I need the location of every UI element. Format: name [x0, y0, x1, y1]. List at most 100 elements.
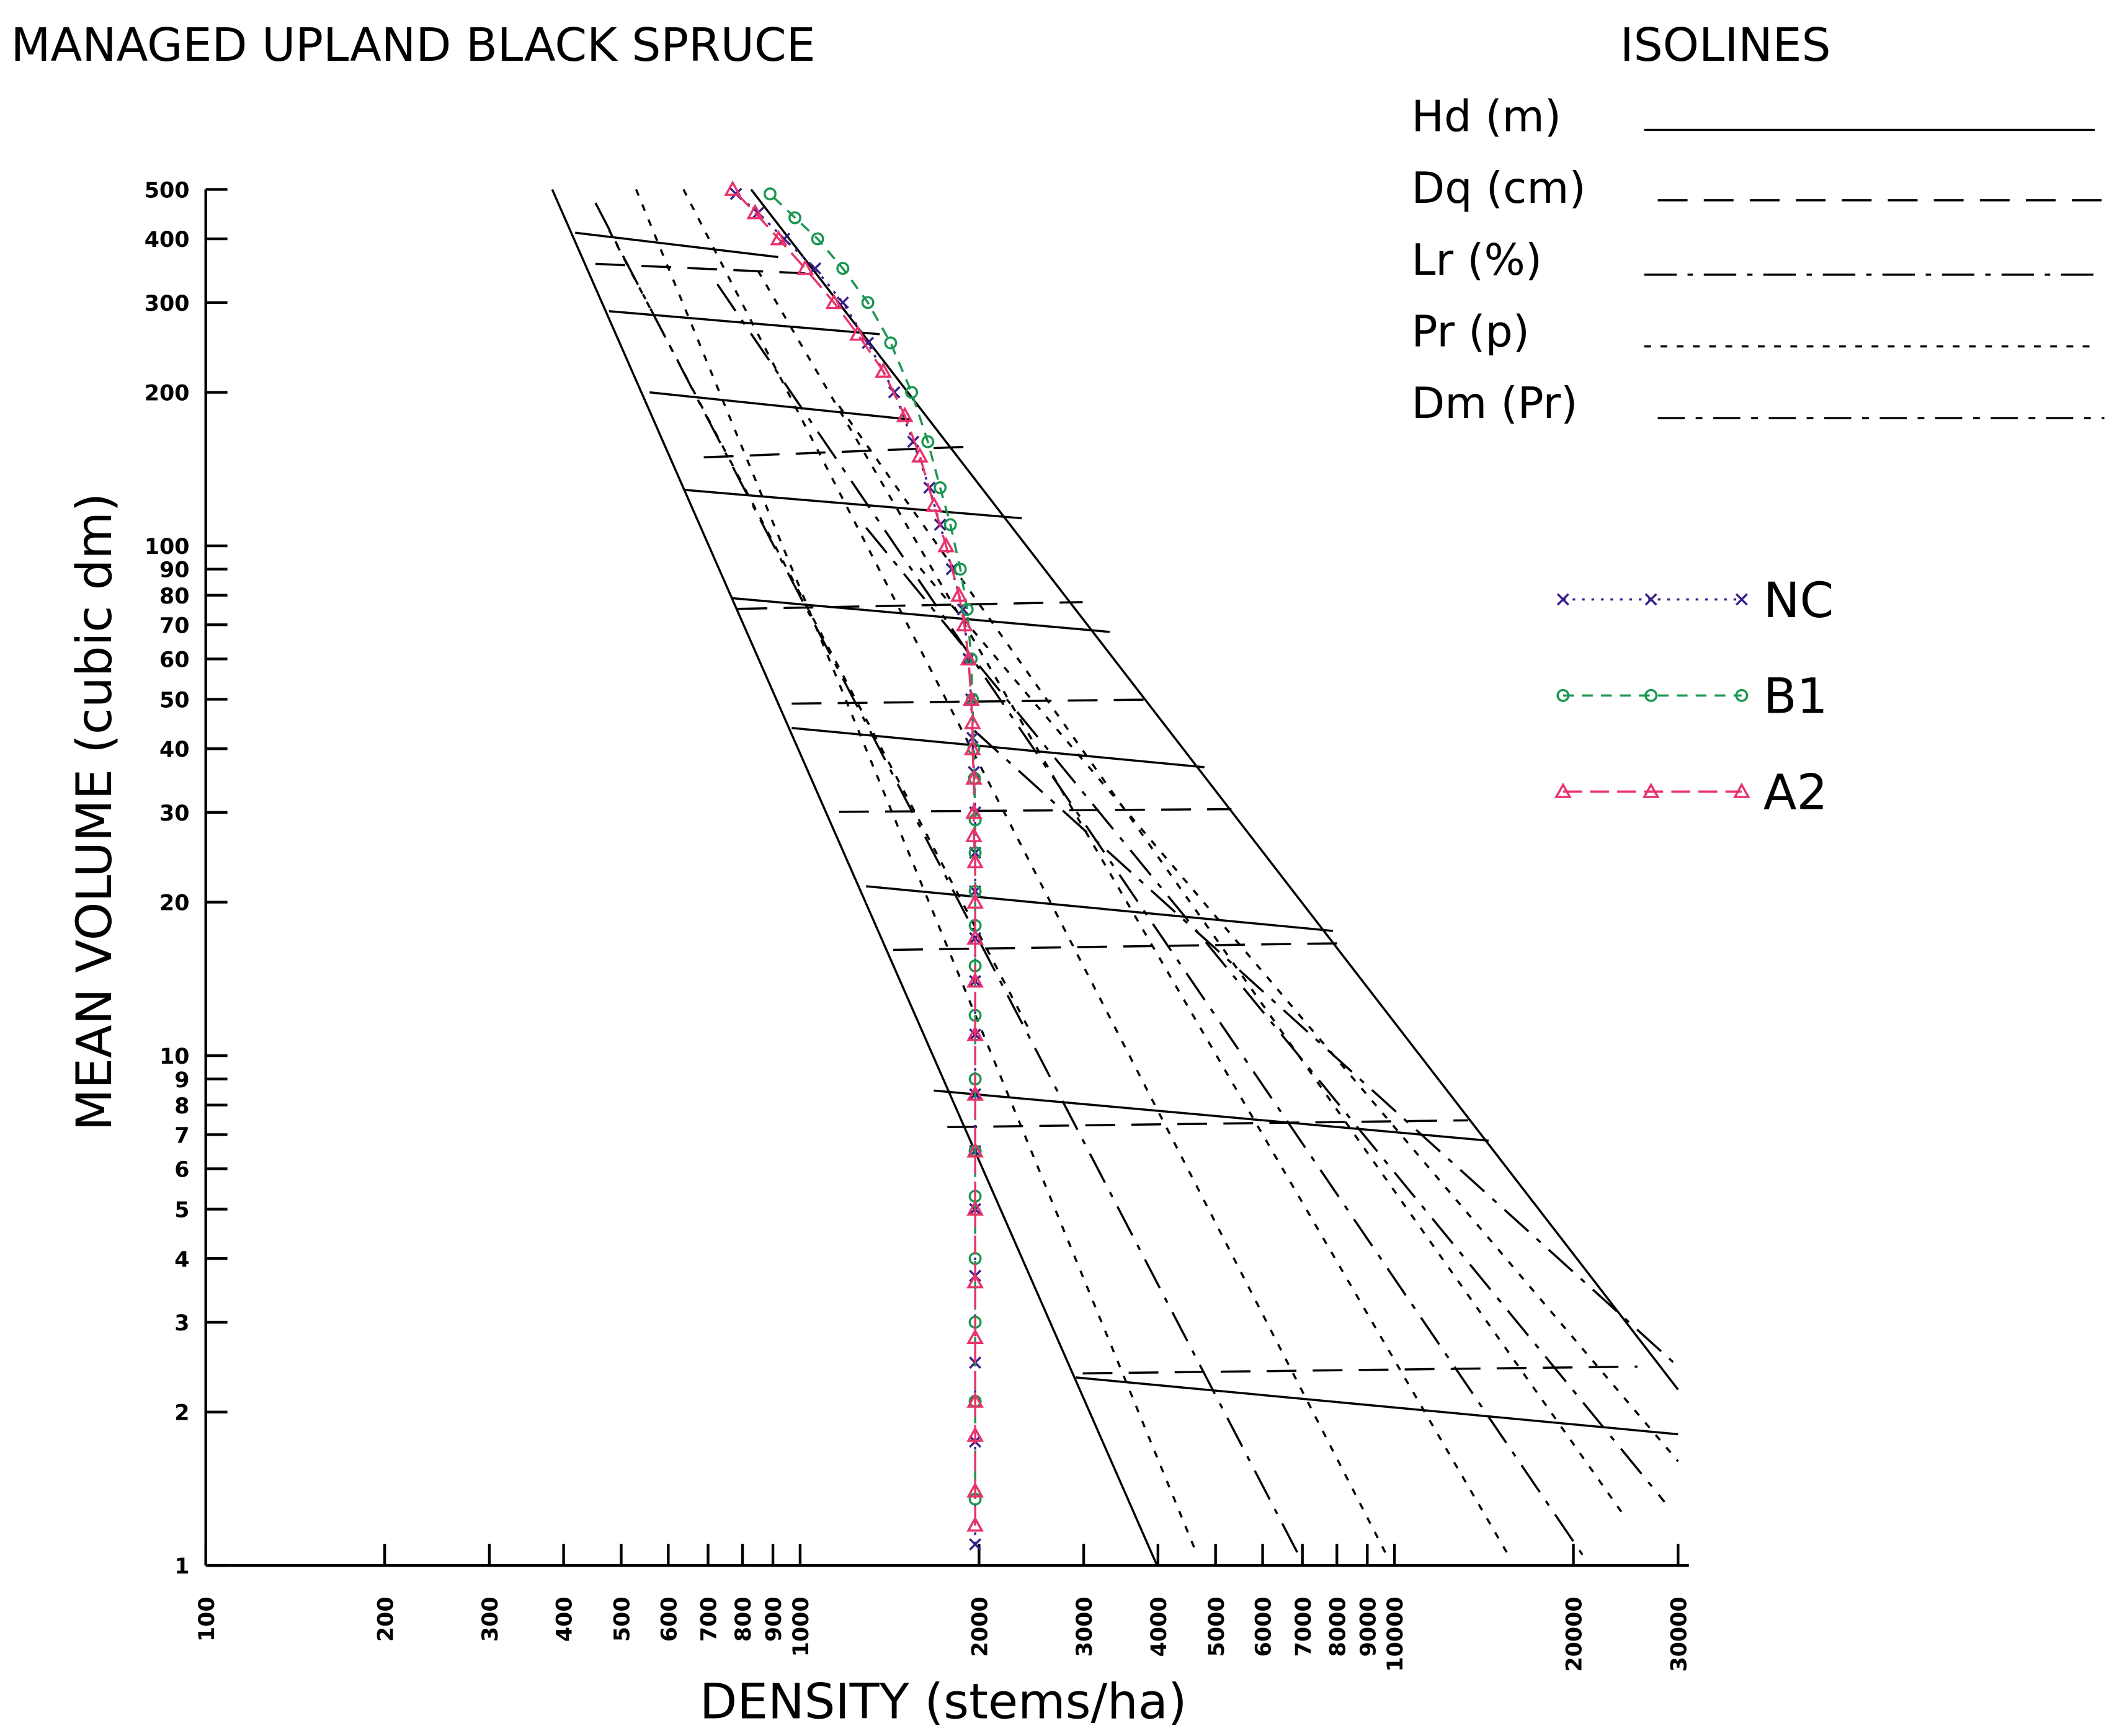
isolines — [551, 189, 1679, 1566]
data-point — [861, 296, 875, 309]
y-tick-label: 500 — [145, 179, 190, 203]
series — [729, 187, 982, 1551]
legend-marker — [1735, 688, 1749, 702]
series — [724, 180, 984, 1532]
hd-isoline — [791, 726, 1205, 768]
data-point — [966, 929, 984, 945]
data-point — [966, 1392, 984, 1408]
data-point — [811, 232, 824, 246]
hd-isoline — [649, 391, 910, 421]
data-point — [966, 1273, 984, 1289]
x-axis-label: DENSITY (stems/ha) — [700, 1673, 1187, 1730]
x-tick-label: 600 — [657, 1596, 682, 1642]
data-point — [966, 1516, 984, 1532]
data-point — [966, 1025, 984, 1041]
y-tick-label: 70 — [159, 613, 190, 638]
x-tick-label: 700 — [697, 1596, 722, 1642]
data-point — [796, 259, 814, 275]
x-tick-label: 300 — [478, 1596, 503, 1642]
lr-isolines — [594, 202, 1679, 1557]
data-point — [966, 972, 984, 988]
isoline-label: Hd (m) — [1412, 92, 1561, 142]
x-tick-label: 10000 — [1383, 1596, 1408, 1671]
data-point — [875, 362, 892, 378]
y-tick-label: 7 — [174, 1123, 189, 1148]
y-tick-label: 20 — [159, 891, 190, 916]
hd-isoline — [934, 1089, 1489, 1142]
hd-isoline — [683, 489, 1022, 520]
legend-marker — [1732, 782, 1750, 798]
x-tick-label: 4000 — [1147, 1596, 1172, 1657]
series-line — [769, 193, 976, 1500]
boundary-line — [551, 189, 1158, 1566]
data-point — [953, 563, 967, 576]
data-point — [943, 518, 957, 532]
legend-label: A2 — [1763, 764, 1828, 821]
x-tick-label: 3000 — [1072, 1596, 1097, 1657]
legend-marker — [1556, 688, 1570, 702]
data-point — [965, 769, 983, 785]
data-point — [968, 813, 982, 827]
data-point — [905, 386, 919, 399]
data-point — [724, 180, 742, 196]
x-tick-label: 200 — [373, 1596, 398, 1642]
data-point — [788, 211, 801, 225]
dq-isolines — [595, 262, 1638, 1375]
data-point — [925, 496, 943, 512]
pr-isoline — [635, 189, 1199, 1557]
dq-isoline — [893, 941, 1353, 951]
data-point — [965, 803, 983, 819]
y-tick-label: 5 — [174, 1198, 189, 1223]
lr-isoline — [716, 283, 1585, 1557]
x-tick-label: 800 — [731, 1596, 756, 1642]
x-tick-label: 7000 — [1291, 1596, 1316, 1657]
data-point — [746, 203, 764, 220]
y-tick-label: 300 — [145, 292, 190, 316]
isoline-label: Dm (Pr) — [1412, 378, 1578, 429]
y-tick-label: 50 — [159, 688, 190, 713]
data-point — [963, 713, 981, 729]
y-tick-label: 3 — [174, 1311, 189, 1336]
isolines-title: ISOLINES — [1620, 19, 1831, 72]
legend-label: NC — [1763, 572, 1834, 629]
data-point — [921, 435, 935, 448]
y-tick-label: 6 — [174, 1158, 189, 1183]
hd-isoline — [731, 597, 1110, 633]
data-point — [884, 336, 898, 350]
dq-isoline — [947, 1119, 1469, 1129]
dq-isoline — [839, 808, 1232, 813]
y-tick-label: 2 — [174, 1401, 189, 1426]
legend-marker — [1735, 593, 1748, 606]
data-point — [896, 406, 914, 422]
x-tick-label: 400 — [553, 1596, 577, 1642]
hd-isoline — [1076, 1376, 1678, 1436]
data-point — [934, 481, 947, 494]
data-point — [770, 229, 788, 246]
dq-isoline — [595, 262, 806, 275]
data-point — [965, 826, 983, 842]
data-point — [849, 325, 867, 341]
series-line — [731, 189, 976, 1526]
data-point — [966, 1329, 984, 1345]
y-tick-label: 80 — [159, 584, 190, 609]
x-tick-label: 900 — [762, 1596, 787, 1642]
data-point — [966, 1200, 984, 1216]
data-point — [836, 262, 850, 275]
y-tick-label: 8 — [174, 1094, 189, 1119]
dq-isoline — [738, 601, 1083, 610]
pr-isoline — [919, 568, 1679, 1462]
data-point — [966, 853, 984, 868]
legend-marker — [1554, 782, 1572, 798]
y-tick-label: 4 — [174, 1247, 189, 1272]
legend-marker — [1642, 782, 1660, 798]
data-point — [966, 1085, 984, 1101]
hd-isoline — [866, 885, 1334, 932]
x-tick-label: 100 — [195, 1596, 220, 1642]
lr-isoline — [973, 729, 1679, 1368]
x-tick-label: 6000 — [1252, 1596, 1277, 1657]
isoline-label: Pr (p) — [1412, 306, 1530, 357]
data-point — [825, 293, 843, 309]
x-tick-label: 2000 — [968, 1596, 992, 1657]
